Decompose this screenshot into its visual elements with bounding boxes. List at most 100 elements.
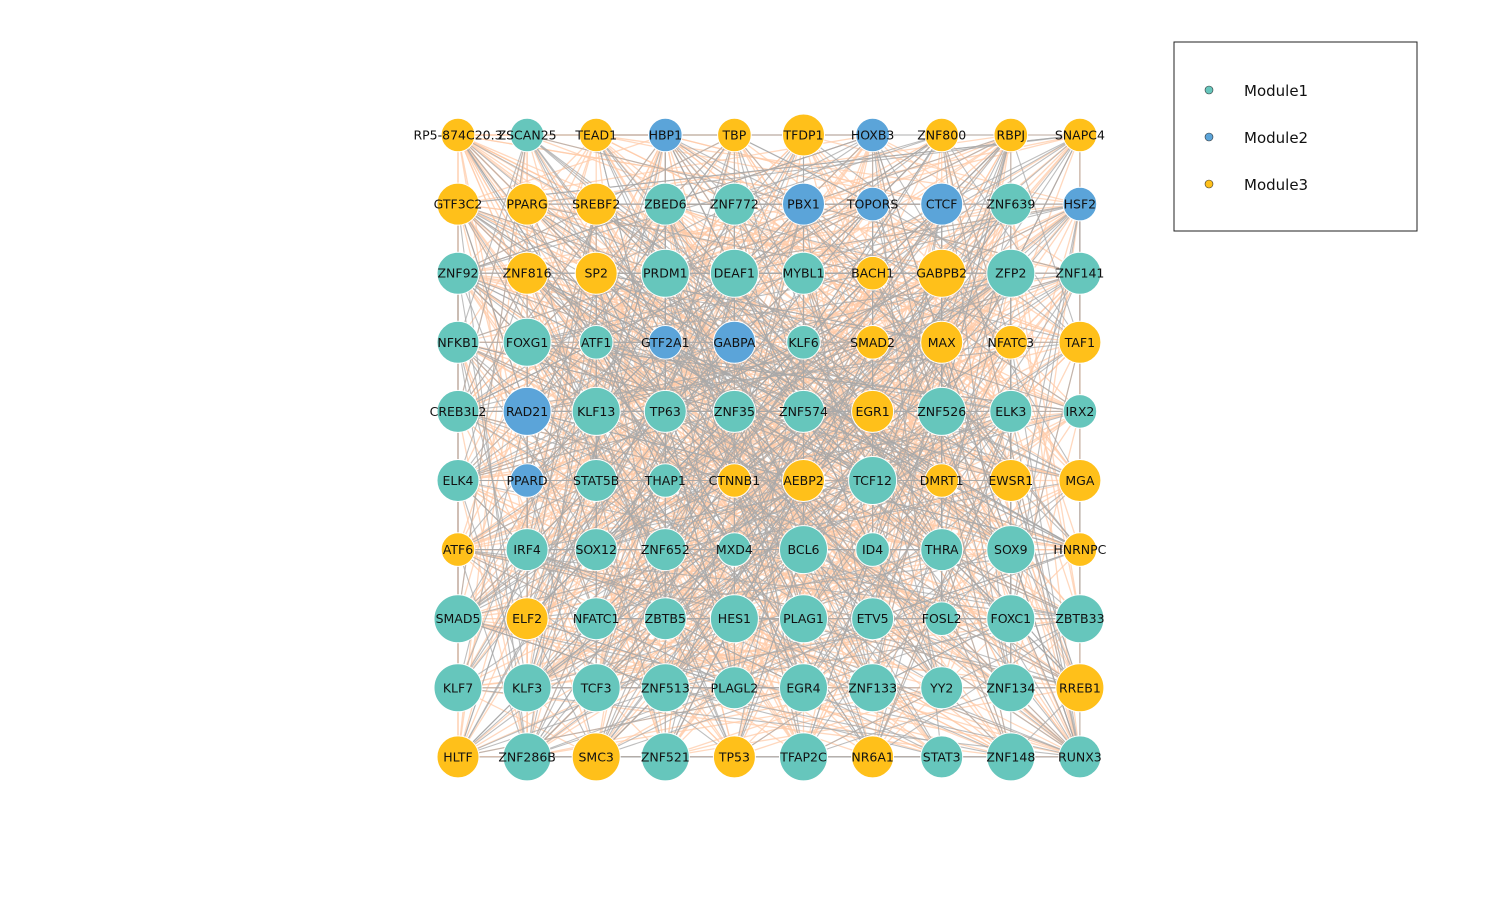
node-fosl2: FOSL2 — [922, 601, 962, 637]
node-circle — [643, 597, 687, 641]
node-circle — [717, 532, 752, 567]
node-circle — [986, 663, 1036, 713]
node-zbtb33: ZBTB33 — [1055, 594, 1105, 644]
node-circle — [436, 735, 480, 779]
network-edge — [595, 410, 943, 689]
node-label: HBP1 — [649, 128, 682, 143]
network-edge — [872, 411, 1012, 758]
network-edge — [872, 272, 1081, 758]
network-edge — [595, 272, 1081, 551]
node-label: MAX — [928, 335, 956, 350]
node-label: RP5-874C20.3 — [413, 128, 502, 143]
node-circle — [640, 663, 690, 713]
node-smad2: SMAD2 — [850, 325, 895, 360]
node-ctnnb1: CTNNB1 — [709, 463, 760, 498]
node-label: ID4 — [862, 542, 883, 557]
network-edge — [941, 134, 1081, 343]
node-circle — [851, 389, 895, 433]
node-label: AEBP2 — [783, 473, 824, 488]
node-stat3: STAT3 — [920, 735, 964, 779]
node-sox9: SOX9 — [986, 525, 1036, 575]
network-edge — [664, 272, 943, 758]
node-circle — [440, 532, 476, 567]
network-edge — [803, 549, 943, 758]
node-circle — [509, 117, 545, 153]
node-klf13: KLF13 — [571, 386, 621, 436]
node-circle — [989, 459, 1033, 502]
node-circle — [989, 182, 1033, 226]
node-label: NFATC1 — [573, 611, 620, 626]
node-atf1: ATF1 — [578, 325, 614, 360]
network-edge — [457, 203, 666, 274]
node-circle — [855, 532, 890, 567]
node-label: PBX1 — [787, 197, 820, 212]
node-label: ZFP2 — [995, 266, 1026, 281]
node-circle — [712, 735, 756, 779]
node-label: STAT5B — [573, 473, 619, 488]
node-label: ELK3 — [995, 404, 1026, 419]
node-label: FOSL2 — [922, 611, 962, 626]
node-circle — [848, 456, 898, 505]
network-edge — [1010, 342, 1081, 619]
node-label: STAT3 — [923, 749, 961, 764]
node-label: ATF6 — [443, 542, 473, 557]
node-circle — [920, 182, 964, 226]
node-circle — [436, 320, 480, 364]
node-label: PLAGL2 — [711, 680, 759, 695]
node-label: EWSR1 — [988, 473, 1033, 488]
network-edge — [595, 618, 735, 689]
node-label: HES1 — [718, 611, 751, 626]
node-label: IRF4 — [513, 542, 541, 557]
node-taf1: TAF1 — [1058, 320, 1102, 364]
node-circle — [574, 597, 618, 641]
node-label: KLF6 — [788, 335, 818, 350]
node-hes1: HES1 — [709, 594, 759, 644]
node-rbpj: RBPJ — [993, 117, 1029, 153]
node-elk3: ELK3 — [989, 389, 1033, 433]
network-edge — [526, 480, 597, 758]
node-irx2: IRX2 — [1062, 394, 1098, 429]
node-creb3l2: CREB3L2 — [430, 389, 486, 433]
node-circle — [1058, 251, 1102, 295]
node-label: ETV5 — [857, 611, 889, 626]
node-tfap2c: TFAP2C — [779, 732, 828, 782]
node-circle — [782, 182, 825, 226]
node-circle — [505, 597, 549, 641]
node-tead1: TEAD1 — [574, 117, 617, 153]
node-circle — [1055, 663, 1105, 713]
network-edge — [527, 341, 1080, 412]
node-circle — [851, 735, 895, 779]
node-elf2: ELF2 — [505, 597, 549, 641]
node-deaf1: DEAF1 — [709, 248, 759, 298]
network-edge — [457, 687, 1080, 758]
node-ewsr1: EWSR1 — [988, 459, 1033, 502]
node-circle — [855, 117, 890, 153]
node-klf3: KLF3 — [502, 663, 552, 713]
node-circle — [509, 463, 545, 498]
node-label: ZNF521 — [641, 749, 690, 764]
node-label: ZNF513 — [641, 680, 690, 695]
node-tbp: TBP — [717, 117, 752, 153]
node-aebp2: AEBP2 — [782, 459, 825, 502]
node-circle — [1062, 394, 1098, 429]
node-label: TFDP1 — [783, 128, 824, 143]
node-circle — [920, 735, 964, 779]
node-sox12: SOX12 — [574, 528, 618, 572]
network-edge — [526, 272, 666, 343]
network-edge — [665, 272, 804, 343]
network-edge — [595, 411, 735, 758]
node-circle — [924, 601, 960, 637]
node-label: TAF1 — [1064, 335, 1095, 350]
node-circle — [986, 248, 1036, 298]
node-gtf3c2: GTF3C2 — [434, 182, 482, 226]
node-plag1: PLAG1 — [779, 594, 828, 644]
network-edge — [664, 272, 943, 620]
node-label: RUNX3 — [1058, 749, 1102, 764]
node-nfkb1: NFKB1 — [436, 320, 480, 364]
node-znf134: ZNF134 — [986, 663, 1036, 713]
node-label: RAD21 — [506, 404, 548, 419]
network-edge — [803, 687, 1011, 758]
node-znf816: ZNF816 — [503, 251, 552, 295]
network-edge — [457, 272, 735, 481]
network-edge — [526, 272, 735, 412]
